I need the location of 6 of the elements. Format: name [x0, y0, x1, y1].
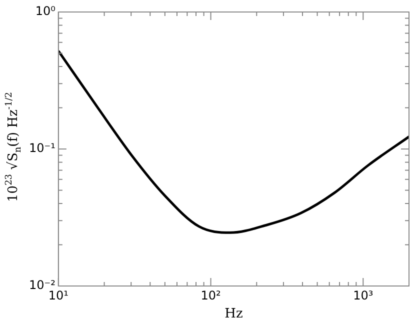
y-tick-label: 10⁻¹	[28, 141, 56, 156]
x-axis-title: Hz	[224, 306, 243, 322]
y-tick-label: 10⁰	[35, 4, 56, 18]
x-tick-label: 10³	[353, 288, 374, 302]
x-tick-label: 10¹	[48, 288, 69, 302]
x-tick-label: 10²	[200, 288, 221, 302]
